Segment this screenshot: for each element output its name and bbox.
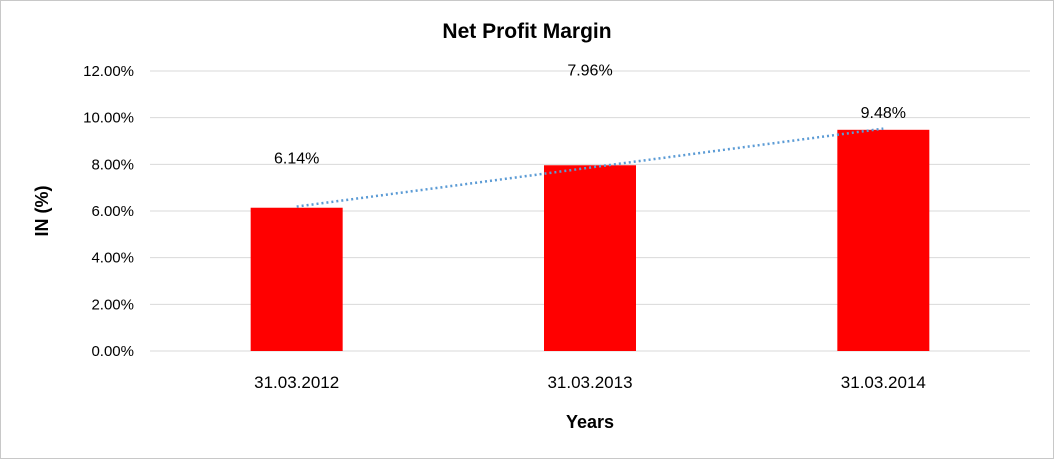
- data-label: 6.14%: [274, 151, 319, 168]
- y-tick-label: 6.00%: [91, 203, 134, 220]
- y-axis-ticks: 0.00% 2.00% 4.00% 6.00% 8.00% 10.00% 12.00%: [83, 63, 134, 360]
- chart-title: Net Profit Margin: [442, 20, 611, 43]
- data-labels: 6.14% 7.96% 9.48%: [274, 62, 906, 167]
- x-category-label: 31.03.2014: [841, 373, 926, 392]
- y-tick-label: 0.00%: [91, 343, 134, 360]
- y-tick-label: 4.00%: [91, 250, 134, 267]
- bar: [250, 207, 343, 351]
- y-axis-title: IN (%): [32, 186, 52, 237]
- x-axis-categories: 31.03.2012 31.03.2013 31.03.2014: [254, 373, 926, 392]
- y-tick-label: 2.00%: [91, 296, 134, 313]
- x-axis-title: Years: [566, 412, 614, 432]
- data-label: 7.96%: [567, 62, 612, 79]
- x-category-label: 31.03.2013: [547, 373, 632, 392]
- y-tick-label: 12.00%: [83, 63, 134, 80]
- y-tick-label: 10.00%: [83, 110, 134, 127]
- bar: [837, 129, 930, 351]
- bars: [250, 129, 930, 351]
- x-category-label: 31.03.2012: [254, 373, 339, 392]
- trendline: [296, 127, 884, 208]
- data-label: 9.48%: [861, 105, 906, 122]
- y-tick-label: 8.00%: [91, 156, 134, 173]
- trendline-line: [296, 127, 884, 208]
- bar: [544, 165, 636, 351]
